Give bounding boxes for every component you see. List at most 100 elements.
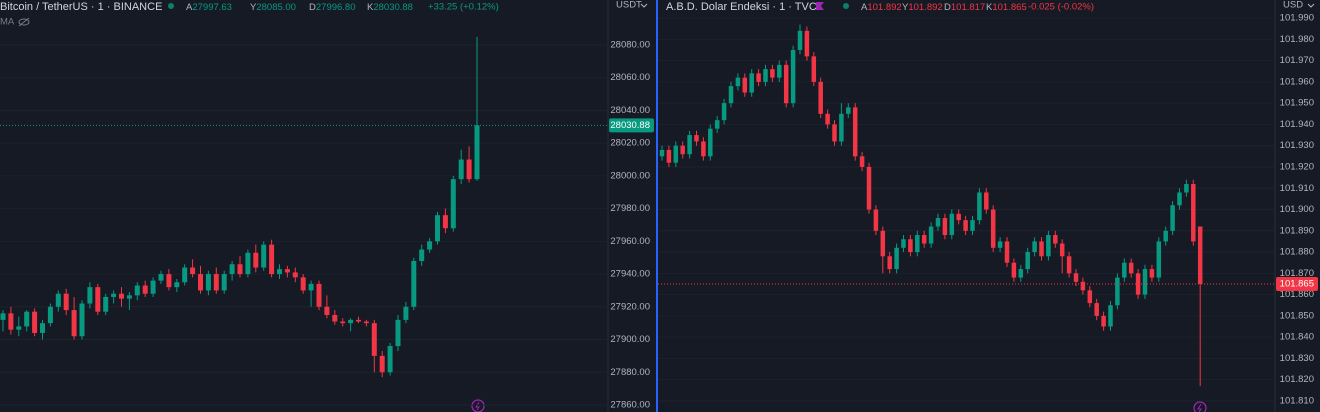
candle-body — [935, 218, 941, 227]
candle-body — [990, 209, 996, 248]
candle-body — [894, 247, 899, 270]
y-tick-label: 101.940 — [1280, 119, 1314, 130]
candle-body — [797, 30, 803, 50]
candle-body — [419, 249, 425, 261]
eye-icon[interactable] — [18, 17, 30, 27]
last-price-label: 28030.88 — [610, 120, 650, 131]
candle-body — [284, 269, 290, 273]
candle-body — [1066, 256, 1072, 274]
candle-body — [435, 215, 440, 242]
y-tick-label: 101.980 — [1280, 34, 1314, 45]
y-tick-label: 101.920 — [1280, 161, 1314, 172]
candle-body — [694, 135, 699, 142]
axis-currency: USDT — [616, 0, 642, 11]
candle-body — [701, 141, 706, 157]
candle-body — [880, 230, 886, 257]
candle-body — [1128, 262, 1134, 274]
candle-body — [1080, 281, 1086, 291]
ohlc-key: Y — [902, 2, 909, 13]
y-tick-label: 27920.00 — [610, 301, 650, 312]
candle-body — [963, 220, 968, 231]
ohlc-key: A — [186, 2, 193, 13]
ohlc-legend: D101.817 — [944, 2, 985, 13]
candle-body — [8, 313, 14, 330]
y-tick-label: 101.850 — [1280, 310, 1314, 321]
candle-body — [852, 107, 858, 157]
ohlc-value: 101.892 — [908, 2, 942, 13]
candle-body — [450, 179, 456, 229]
candle-body — [859, 156, 865, 167]
price-change: +33.25 (+0.12%) — [428, 2, 499, 13]
candle-body — [119, 293, 124, 299]
candle-body — [103, 296, 109, 312]
candle-body — [680, 145, 685, 155]
ohlc-legend: A27997.63 — [186, 2, 232, 13]
candle-body — [846, 107, 851, 114]
flag-icon[interactable] — [816, 2, 824, 10]
candle-body — [873, 209, 879, 231]
ohlc-value: 28030.88 — [373, 2, 413, 13]
candle-body — [1177, 192, 1182, 206]
y-tick-label: 27980.00 — [610, 203, 650, 214]
candle-body — [379, 355, 385, 373]
chart-title: Bitcoin / TetherUS · 1 · BINANCE — [0, 1, 162, 13]
last-price-label: 101.865 — [1280, 278, 1314, 289]
candle-body — [277, 269, 282, 275]
y-tick-label: 101.870 — [1280, 268, 1314, 279]
candle-body — [1184, 183, 1189, 193]
y-tick-label: 28040.00 — [610, 105, 650, 116]
candle-body — [984, 192, 989, 210]
candle-body — [245, 252, 251, 275]
ohlc-legend: Y28085.00 — [250, 2, 296, 13]
candle-body — [1142, 269, 1148, 295]
ohlc-value: 27997.63 — [192, 2, 232, 13]
candle-body — [198, 274, 203, 291]
y-tick-label: 27900.00 — [610, 334, 650, 345]
indicator-label: MA — [0, 17, 15, 28]
candle-body — [332, 314, 338, 322]
candle-body — [708, 128, 713, 157]
candle-body — [783, 64, 789, 104]
candle-body — [1170, 205, 1175, 231]
ohlc-key: K — [367, 2, 374, 13]
candle-body — [427, 241, 433, 250]
ohlc-legend: Y101.892 — [902, 2, 943, 13]
candle-body — [363, 321, 369, 324]
candle-body — [666, 149, 672, 163]
ohlc-legend: K101.865 — [986, 2, 1027, 13]
last-price-tag — [609, 118, 654, 133]
candle-body — [182, 267, 188, 283]
ohlc-value: 101.817 — [951, 2, 985, 13]
candle-body — [205, 274, 211, 291]
candle-body — [839, 113, 844, 142]
candle-body — [721, 103, 727, 121]
candle-body — [777, 64, 782, 78]
ohlc-legend: A101.892 — [861, 2, 902, 13]
y-tick-label: 101.890 — [1280, 225, 1314, 236]
ohlc-legend: D27996.80 — [309, 2, 356, 13]
candle-body — [126, 295, 132, 299]
candle-body — [292, 272, 298, 278]
candle-body — [403, 306, 409, 320]
y-tick-label: 28080.00 — [610, 40, 650, 51]
y-tick-label: 28060.00 — [610, 72, 650, 83]
active-pane-border — [656, 0, 658, 412]
candle-body — [356, 319, 361, 322]
ohlc-value: 28085.00 — [256, 2, 296, 13]
candle-body — [997, 241, 1003, 248]
lightning-icon[interactable] — [1193, 401, 1207, 412]
candle-body — [411, 260, 417, 307]
candle-body — [756, 73, 761, 82]
candle-body — [55, 293, 61, 307]
candle-body — [818, 81, 823, 114]
candle-body — [887, 256, 892, 270]
candle-body — [261, 244, 267, 268]
y-tick-label: 101.810 — [1280, 395, 1314, 406]
candle-body — [371, 323, 377, 356]
y-tick-label: 101.990 — [1280, 13, 1314, 24]
candle-body — [79, 303, 85, 337]
candle-body — [142, 285, 148, 294]
candle-body — [1122, 262, 1127, 278]
